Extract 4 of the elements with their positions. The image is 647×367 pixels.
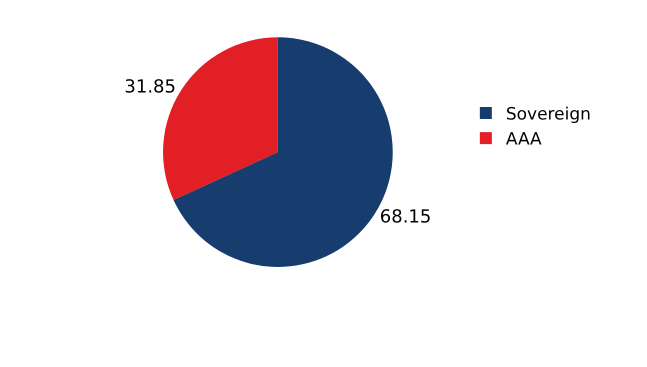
data-label: 31.85 [124, 76, 176, 98]
data-label: 68.15 [380, 206, 432, 228]
legend-label: AAA [506, 130, 542, 150]
legend-label: Sovereign [506, 104, 591, 125]
